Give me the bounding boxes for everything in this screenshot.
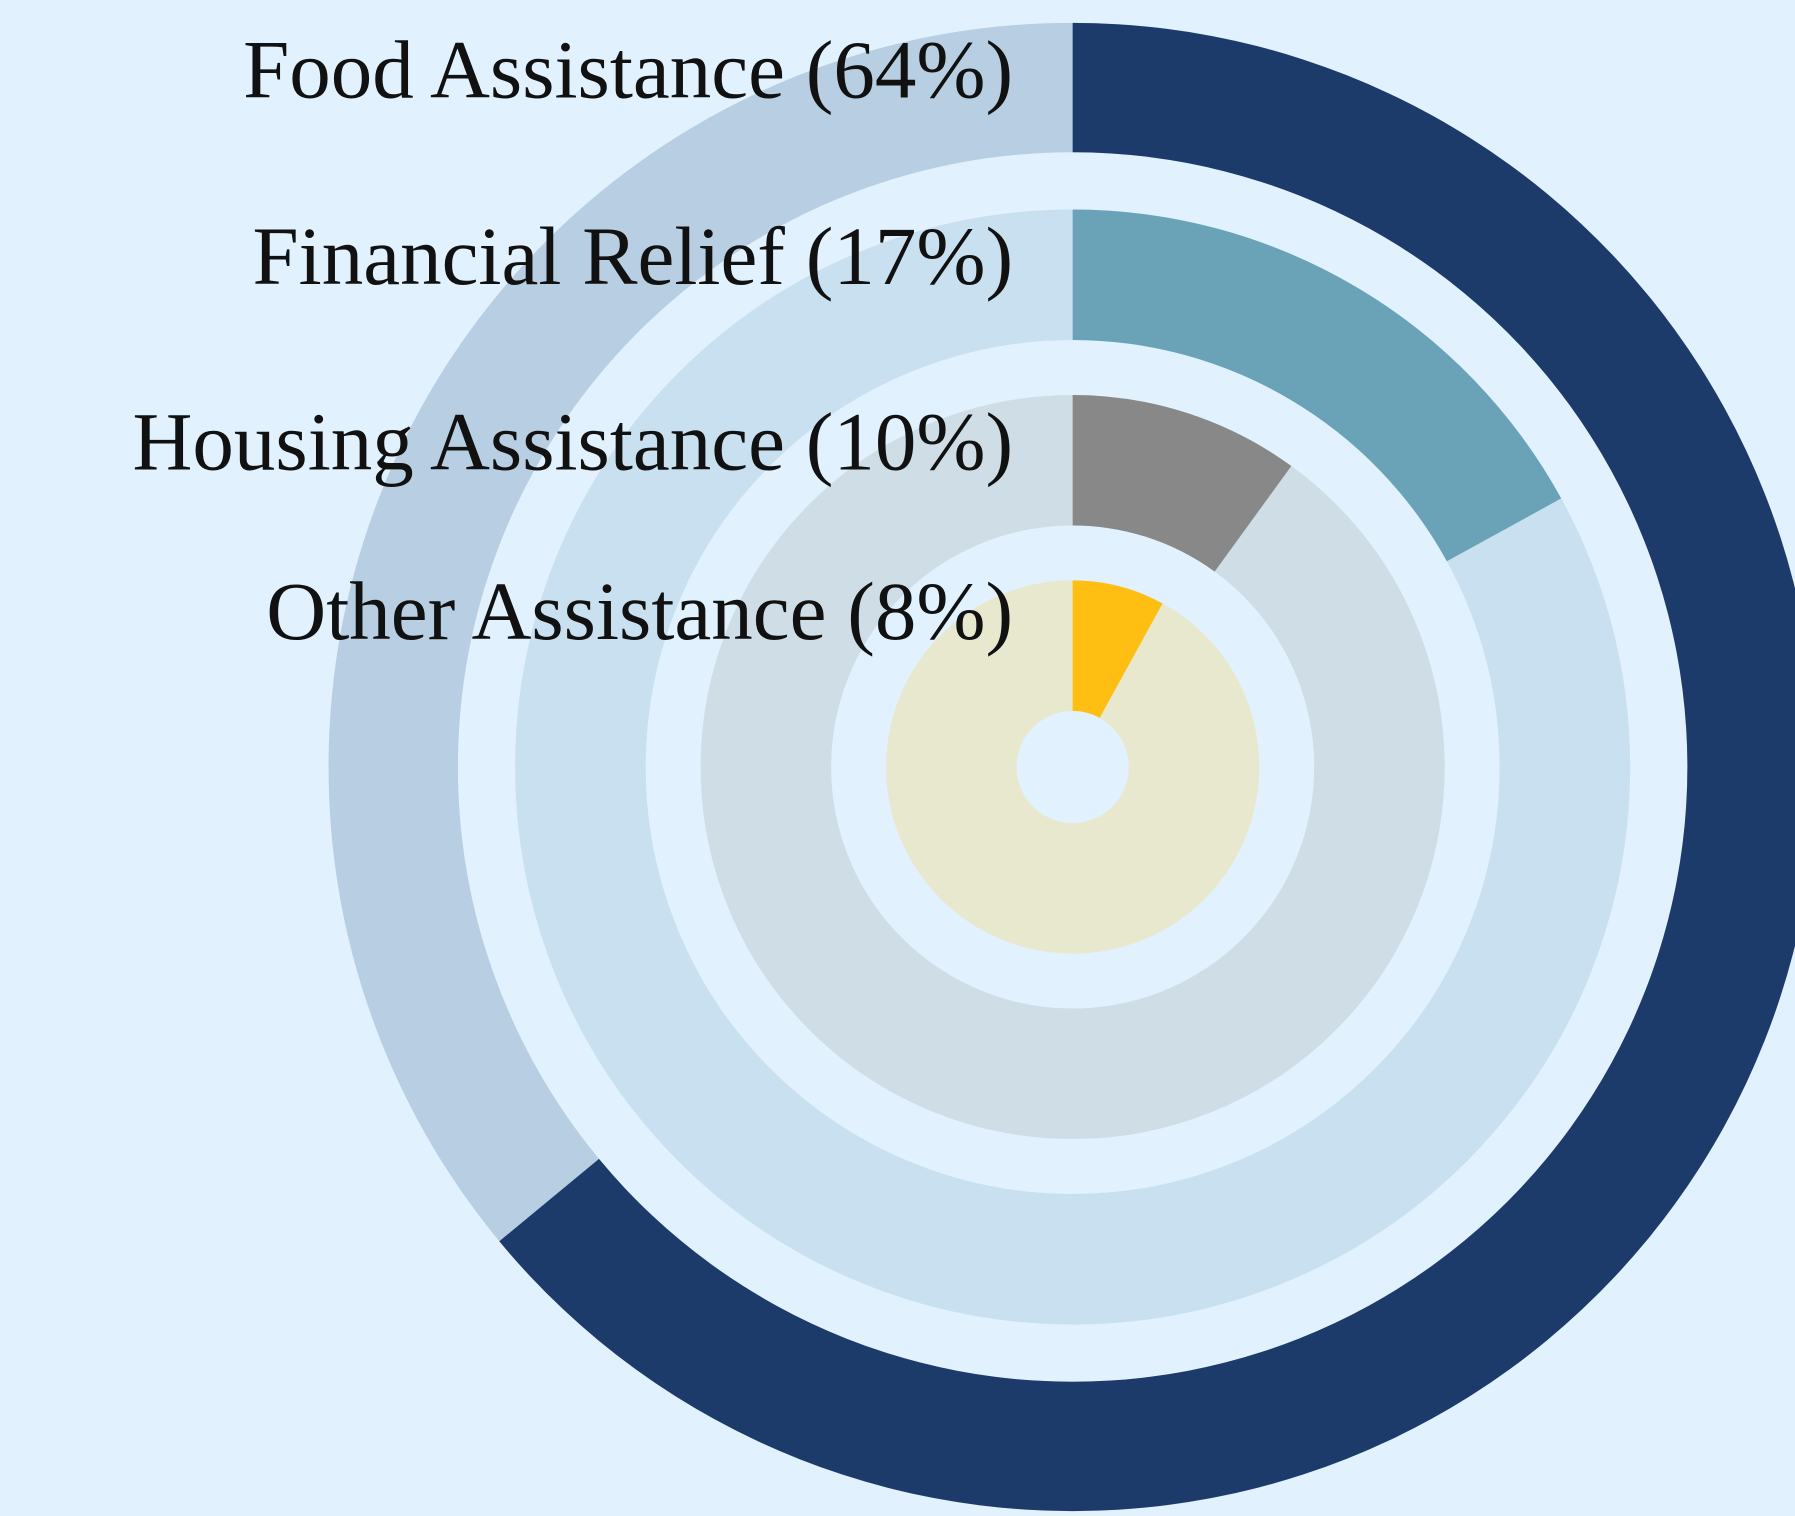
value-label: (64%) bbox=[806, 23, 1013, 115]
label: Housing Assistance (10%) bbox=[132, 395, 1013, 487]
label: Food Assistance (64%) bbox=[243, 23, 1013, 115]
value-label: (10%) bbox=[806, 395, 1013, 487]
bar bbox=[499, 22, 1795, 1512]
bar bbox=[1072, 580, 1163, 718]
category-label: Housing Assistance bbox=[132, 395, 784, 487]
value-label: (8%) bbox=[847, 565, 1013, 657]
category-label: Food Assistance bbox=[243, 23, 785, 115]
label: Financial Relief (17%) bbox=[253, 210, 1014, 302]
bar bbox=[1072, 209, 1562, 562]
bar bbox=[1072, 394, 1292, 572]
category-label: Other Assistance bbox=[266, 565, 826, 657]
label: Other Assistance (8%) bbox=[266, 565, 1013, 657]
value-label: (17%) bbox=[806, 210, 1013, 302]
category-label: Financial Relief bbox=[253, 210, 786, 302]
